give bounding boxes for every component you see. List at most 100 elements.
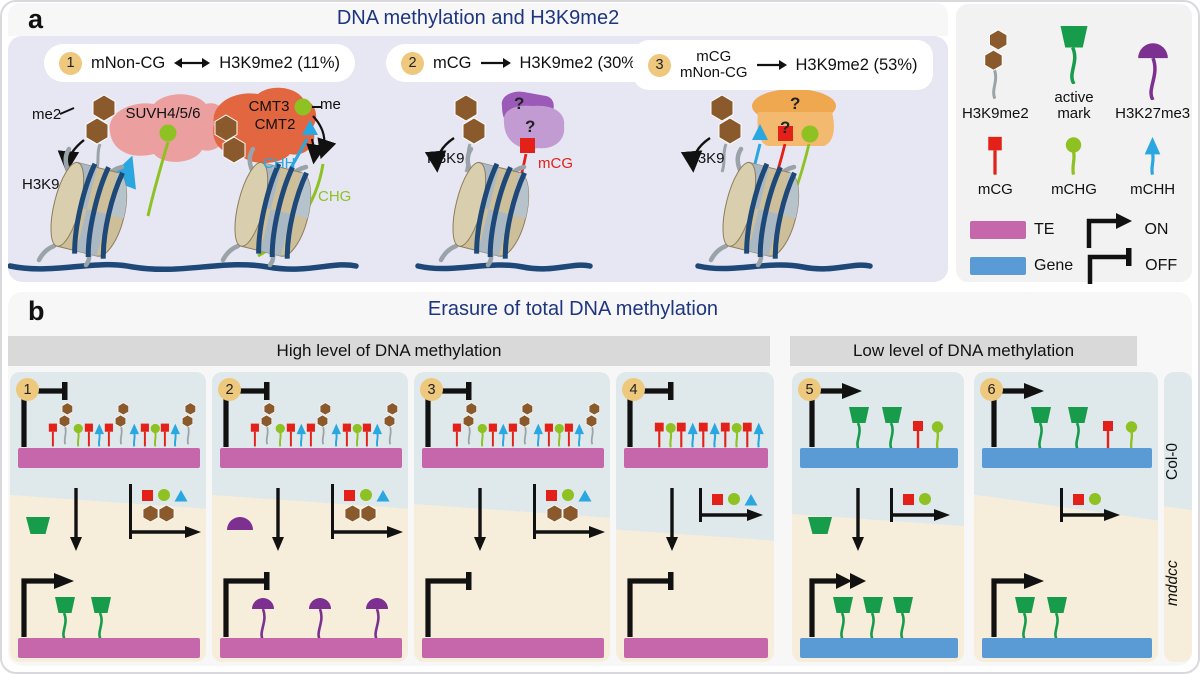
label-cmt3: CMT3 — [248, 98, 290, 115]
col2-bottom-construct — [220, 572, 402, 658]
label-h3k9-2: H3K9 — [427, 150, 465, 167]
label-question-2: ? — [525, 117, 536, 136]
col1-top-marks — [48, 397, 196, 450]
transition-arrow — [850, 488, 866, 557]
promoter-symbol — [422, 571, 480, 642]
col1-bottom-marks — [52, 590, 114, 640]
scenario-3-right: H3K9me2 (53%) — [795, 55, 918, 74]
column-number: 6 — [980, 378, 1003, 401]
legend-off-symbol: OFF — [1085, 248, 1177, 284]
scenario-1-right: H3K9me2 (11%) — [219, 53, 341, 72]
column-number: 5 — [798, 378, 821, 401]
col5-bottom-marks — [830, 590, 916, 640]
panel-b-title: Erasure of total DNA methylation — [427, 298, 719, 320]
row-label-col0: Col-0 — [1164, 442, 1181, 480]
panel-b: High level of DNA methylation Low level … — [8, 292, 1192, 666]
h3k27me3-icon — [1137, 42, 1168, 100]
legend-row-marks1: H3K9me2 active mark H3K27me3 — [956, 25, 1192, 122]
erase-axis-arrow — [532, 526, 605, 538]
legend-label: H3K9me2 — [961, 104, 1029, 122]
mcg-icon — [988, 132, 1003, 176]
gene-label: Gene — [1034, 257, 1074, 274]
active-mark-icon — [1060, 25, 1088, 84]
te-label: TE — [1034, 221, 1055, 238]
gained-mark — [804, 514, 836, 540]
scenario-3-left-line1: mCG — [696, 48, 732, 66]
column-number: 4 — [622, 378, 645, 401]
legend-panel: H3K9me2 active mark H3K27me3 mCG mCHG mC… — [956, 4, 1192, 284]
erase-axis-arrow — [698, 509, 763, 521]
label-question-1: ? — [514, 94, 525, 113]
legend-row-marks2: mCG mCHG mCHH — [956, 132, 1192, 198]
column-6: 6 — [974, 372, 1158, 662]
te-bar — [422, 638, 604, 658]
col2-top-construct — [220, 382, 402, 468]
off-bar-icon — [1087, 248, 1132, 284]
legend-on-symbol: ON — [1084, 212, 1168, 248]
label-suvh456: SUVH4/5/6 — [125, 105, 201, 122]
erased-row-1 — [141, 488, 188, 502]
mchg-icon — [1066, 132, 1082, 176]
legend-item-active-mark: active mark — [1036, 25, 1112, 122]
erased-row-1 — [1072, 492, 1102, 506]
erased-row-2 — [343, 504, 390, 523]
scenario-box-3: 3 mCG mNon-CG H3K9me2 (53%) — [633, 40, 933, 90]
legend-label: active mark — [1054, 89, 1094, 122]
scenario-3-left-line2: mNon-CG — [680, 64, 748, 81]
legend-label: H3K27me3 — [1115, 104, 1191, 122]
gained-mark — [224, 514, 256, 536]
te-bar — [220, 638, 402, 658]
scenario-2-left: mCG — [433, 53, 472, 72]
col1-top-construct — [18, 382, 200, 468]
col6-bottom-construct — [982, 572, 1152, 658]
scenario-2-number: 2 — [401, 51, 424, 75]
column-1: 1 — [10, 372, 206, 662]
legend-item-mchh: mCHH — [1115, 132, 1191, 198]
col6-top-construct — [982, 383, 1152, 468]
legend-label: mCHG — [1051, 181, 1097, 198]
label-question-3: ? — [790, 94, 801, 113]
erase-axis-arrow — [1059, 509, 1120, 521]
double-arrow-icon — [174, 58, 211, 68]
promoter-symbol — [988, 571, 1048, 642]
gene-bar — [800, 638, 958, 658]
promoter-symbol — [18, 571, 78, 642]
label-h3k9-3: H3K9 — [687, 150, 725, 167]
erase-axis-arrow — [128, 526, 201, 538]
gene-bar — [982, 448, 1152, 468]
col6-top-marks — [1028, 400, 1138, 450]
transition-arrow — [472, 488, 488, 557]
transition-arrow — [270, 488, 286, 557]
h3k9me2-icon — [983, 28, 1008, 100]
column-4: 4 — [616, 372, 774, 662]
unknown-complex-body — [757, 112, 834, 146]
column-5: 5 — [792, 372, 964, 662]
erased-marks-glyph — [532, 484, 605, 539]
col4-bottom-construct — [624, 572, 768, 658]
erase-axis-arrow — [330, 526, 403, 538]
group-header-low: Low level of DNA methylation — [790, 336, 1137, 366]
col3-bottom-construct — [422, 572, 604, 658]
erased-marks-glyph — [330, 484, 403, 539]
scenario-3-left: mCG mNon-CG — [680, 49, 748, 81]
label-cmt2: CMT2 — [254, 116, 296, 133]
gene-color-chip — [970, 257, 1026, 275]
col5-top-construct — [800, 383, 958, 468]
legend-item-h3k9me2: H3K9me2 — [957, 28, 1033, 122]
te-bar — [18, 638, 200, 658]
label-chg: CHG — [318, 188, 352, 205]
panel-a: 1 mNon-CG H3K9me2 (11%) 2 mCG H3K9me2 (3… — [8, 36, 948, 282]
label-me: me — [320, 96, 341, 113]
col4-top-construct — [624, 382, 768, 468]
erased-row-1 — [711, 492, 758, 506]
legend-item-h3k27me3: H3K27me3 — [1115, 42, 1191, 122]
promoter-symbol — [220, 571, 278, 642]
te-bar — [18, 448, 200, 468]
label-mcg: mCG — [538, 155, 573, 172]
scenario-box-2: 2 mCG H3K9me2 (30%) — [386, 44, 657, 82]
label-me2: me2 — [32, 106, 62, 123]
col5-top-marks — [846, 400, 944, 450]
erased-marks-glyph — [698, 488, 766, 522]
scenario-box-1: 1 mNon-CG H3K9me2 (11%) — [44, 44, 356, 82]
